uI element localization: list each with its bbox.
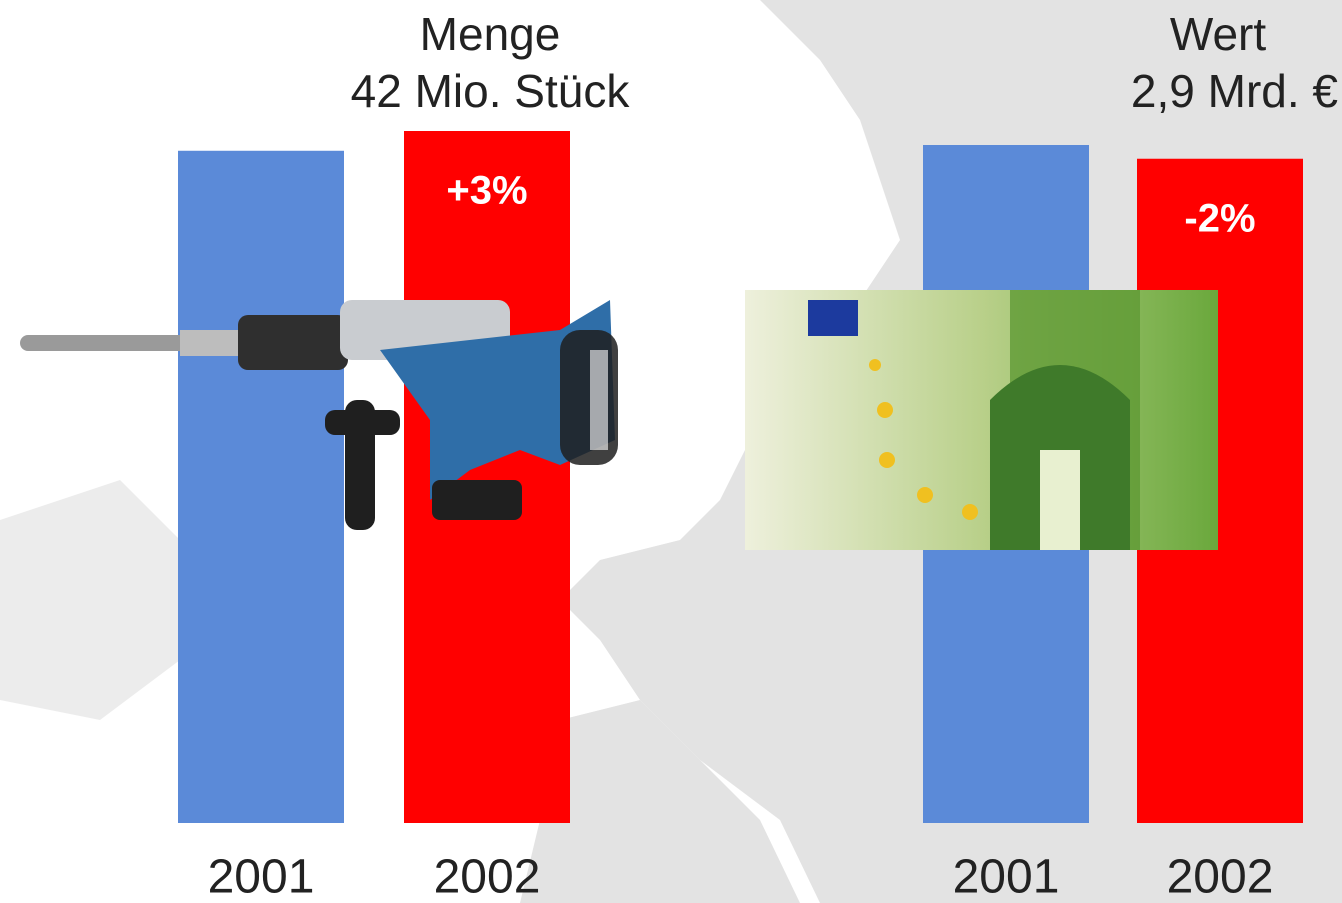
x-tick-label: 2001 <box>953 851 1060 903</box>
bar <box>404 131 570 823</box>
chart-title: Menge <box>420 8 561 60</box>
chart-subtitle: 42 Mio. Stück <box>351 65 631 117</box>
page: Menge42 Mio. Stück 2001 2002 +3% Wert2,9 Mrd… <box>0 0 1342 903</box>
bar <box>178 151 344 823</box>
change-label: +3% <box>446 169 527 213</box>
x-tick-label: 2001 <box>208 851 315 903</box>
chart-title: Wert <box>1170 8 1266 60</box>
banknote-illustration <box>745 290 1218 550</box>
infographic: Menge42 Mio. Stück 2001 2002 +3% Wert2,9 Mrd… <box>0 0 1342 903</box>
x-tick-label: 2002 <box>1167 851 1274 903</box>
change-label: -2% <box>1184 196 1255 240</box>
chart-subtitle: 2,9 Mrd. € <box>1131 65 1338 117</box>
x-tick-label: 2002 <box>434 851 541 903</box>
